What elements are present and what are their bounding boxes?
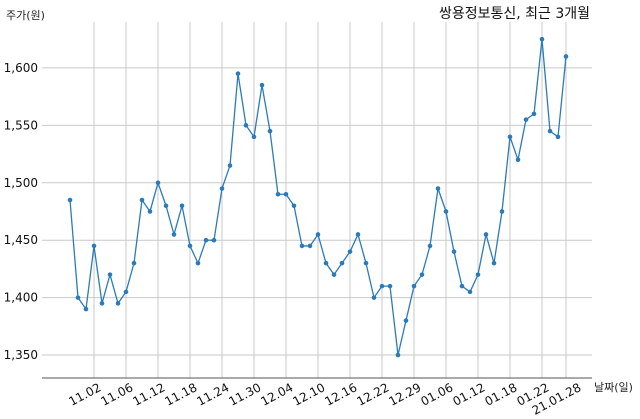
data-point <box>179 203 185 209</box>
data-point <box>291 203 297 209</box>
data-point <box>379 283 385 289</box>
data-point <box>411 283 417 289</box>
data-point <box>259 82 265 88</box>
data-point <box>307 243 313 249</box>
data-point <box>211 237 217 243</box>
data-point <box>371 295 377 300</box>
data-point <box>75 295 81 300</box>
data-point <box>123 289 129 295</box>
data-point <box>107 272 113 277</box>
data-point <box>555 134 561 140</box>
x-tick-label: 12.29 <box>386 380 423 408</box>
data-point <box>491 260 497 266</box>
data-point <box>467 289 473 295</box>
data-point <box>91 243 97 249</box>
data-point <box>83 306 89 312</box>
data-point <box>251 134 257 140</box>
data-point <box>147 209 153 214</box>
data-point <box>67 197 73 203</box>
x-tick-label: 12.10 <box>290 380 327 408</box>
data-point <box>507 134 513 140</box>
data-points <box>67 36 569 358</box>
y-tick-label: 1,450 <box>4 233 38 247</box>
x-tick-label: 11.18 <box>162 380 199 408</box>
x-tick-label: 11.12 <box>130 380 167 408</box>
data-point <box>515 157 521 163</box>
y-tick-label: 1,600 <box>4 61 38 75</box>
data-point <box>443 209 449 214</box>
x-tick-label: 12.16 <box>322 380 359 408</box>
x-tick-label: 12.04 <box>258 380 295 408</box>
data-point <box>203 237 209 243</box>
y-tick-label: 1,350 <box>4 348 38 362</box>
data-point <box>155 180 161 186</box>
data-point <box>475 272 481 277</box>
data-point <box>459 283 465 289</box>
y-tick-label: 1,500 <box>4 176 38 190</box>
data-point <box>523 117 529 122</box>
y-tick-label: 1,550 <box>4 118 38 132</box>
grid-lines <box>42 22 592 378</box>
data-point <box>323 260 329 266</box>
x-tick-label: 11.06 <box>98 380 135 408</box>
data-point <box>219 186 225 191</box>
data-point <box>387 283 393 289</box>
y-tick-labels: 1,350 1,400 1,450 1,500 1,550 1,600 <box>4 61 38 362</box>
data-point <box>499 209 505 214</box>
data-point <box>355 232 361 237</box>
data-point <box>315 232 321 237</box>
data-point <box>539 36 545 42</box>
x-tick-label: 01.18 <box>482 380 519 408</box>
x-tick-label: 11.02 <box>66 380 103 408</box>
data-point <box>299 243 305 249</box>
data-point <box>139 197 145 203</box>
data-point <box>267 128 273 134</box>
data-point <box>427 243 433 249</box>
x-tick-label: 12.22 <box>354 380 391 408</box>
data-point <box>171 232 177 237</box>
data-point <box>195 260 201 266</box>
data-point <box>451 249 457 254</box>
data-point <box>131 260 137 266</box>
chart-title: 쌍용정보통신, 최근 3개월 <box>439 6 590 22</box>
data-point <box>187 243 193 249</box>
data-point <box>283 191 289 197</box>
y-axis-label: 주가(원) <box>6 9 45 22</box>
data-point <box>547 128 553 134</box>
y-tick-label: 1,400 <box>4 291 38 305</box>
data-point <box>563 54 569 59</box>
x-axis-label: 날짜(일) <box>594 380 633 394</box>
data-point <box>243 123 249 128</box>
data-point <box>347 249 353 254</box>
x-tick-labels: 11.0211.0611.1211.1811.2411.3012.0412.10… <box>66 380 583 417</box>
data-point <box>99 301 105 306</box>
x-tick-label: 11.24 <box>194 380 231 408</box>
data-point <box>115 301 121 306</box>
data-point <box>363 260 369 266</box>
data-point <box>531 111 537 117</box>
data-point <box>435 186 441 191</box>
data-point <box>395 352 401 358</box>
data-point <box>419 272 425 277</box>
data-point <box>163 203 169 209</box>
data-point <box>403 318 409 323</box>
data-point <box>275 191 281 197</box>
data-point <box>339 260 345 266</box>
data-point <box>227 163 233 168</box>
x-tick-label: 01.06 <box>418 380 455 408</box>
x-tick-label: 11.30 <box>226 380 263 408</box>
data-point <box>331 272 337 277</box>
data-point <box>235 71 241 76</box>
data-point <box>483 232 489 237</box>
x-tick-label: 01.12 <box>450 380 487 408</box>
